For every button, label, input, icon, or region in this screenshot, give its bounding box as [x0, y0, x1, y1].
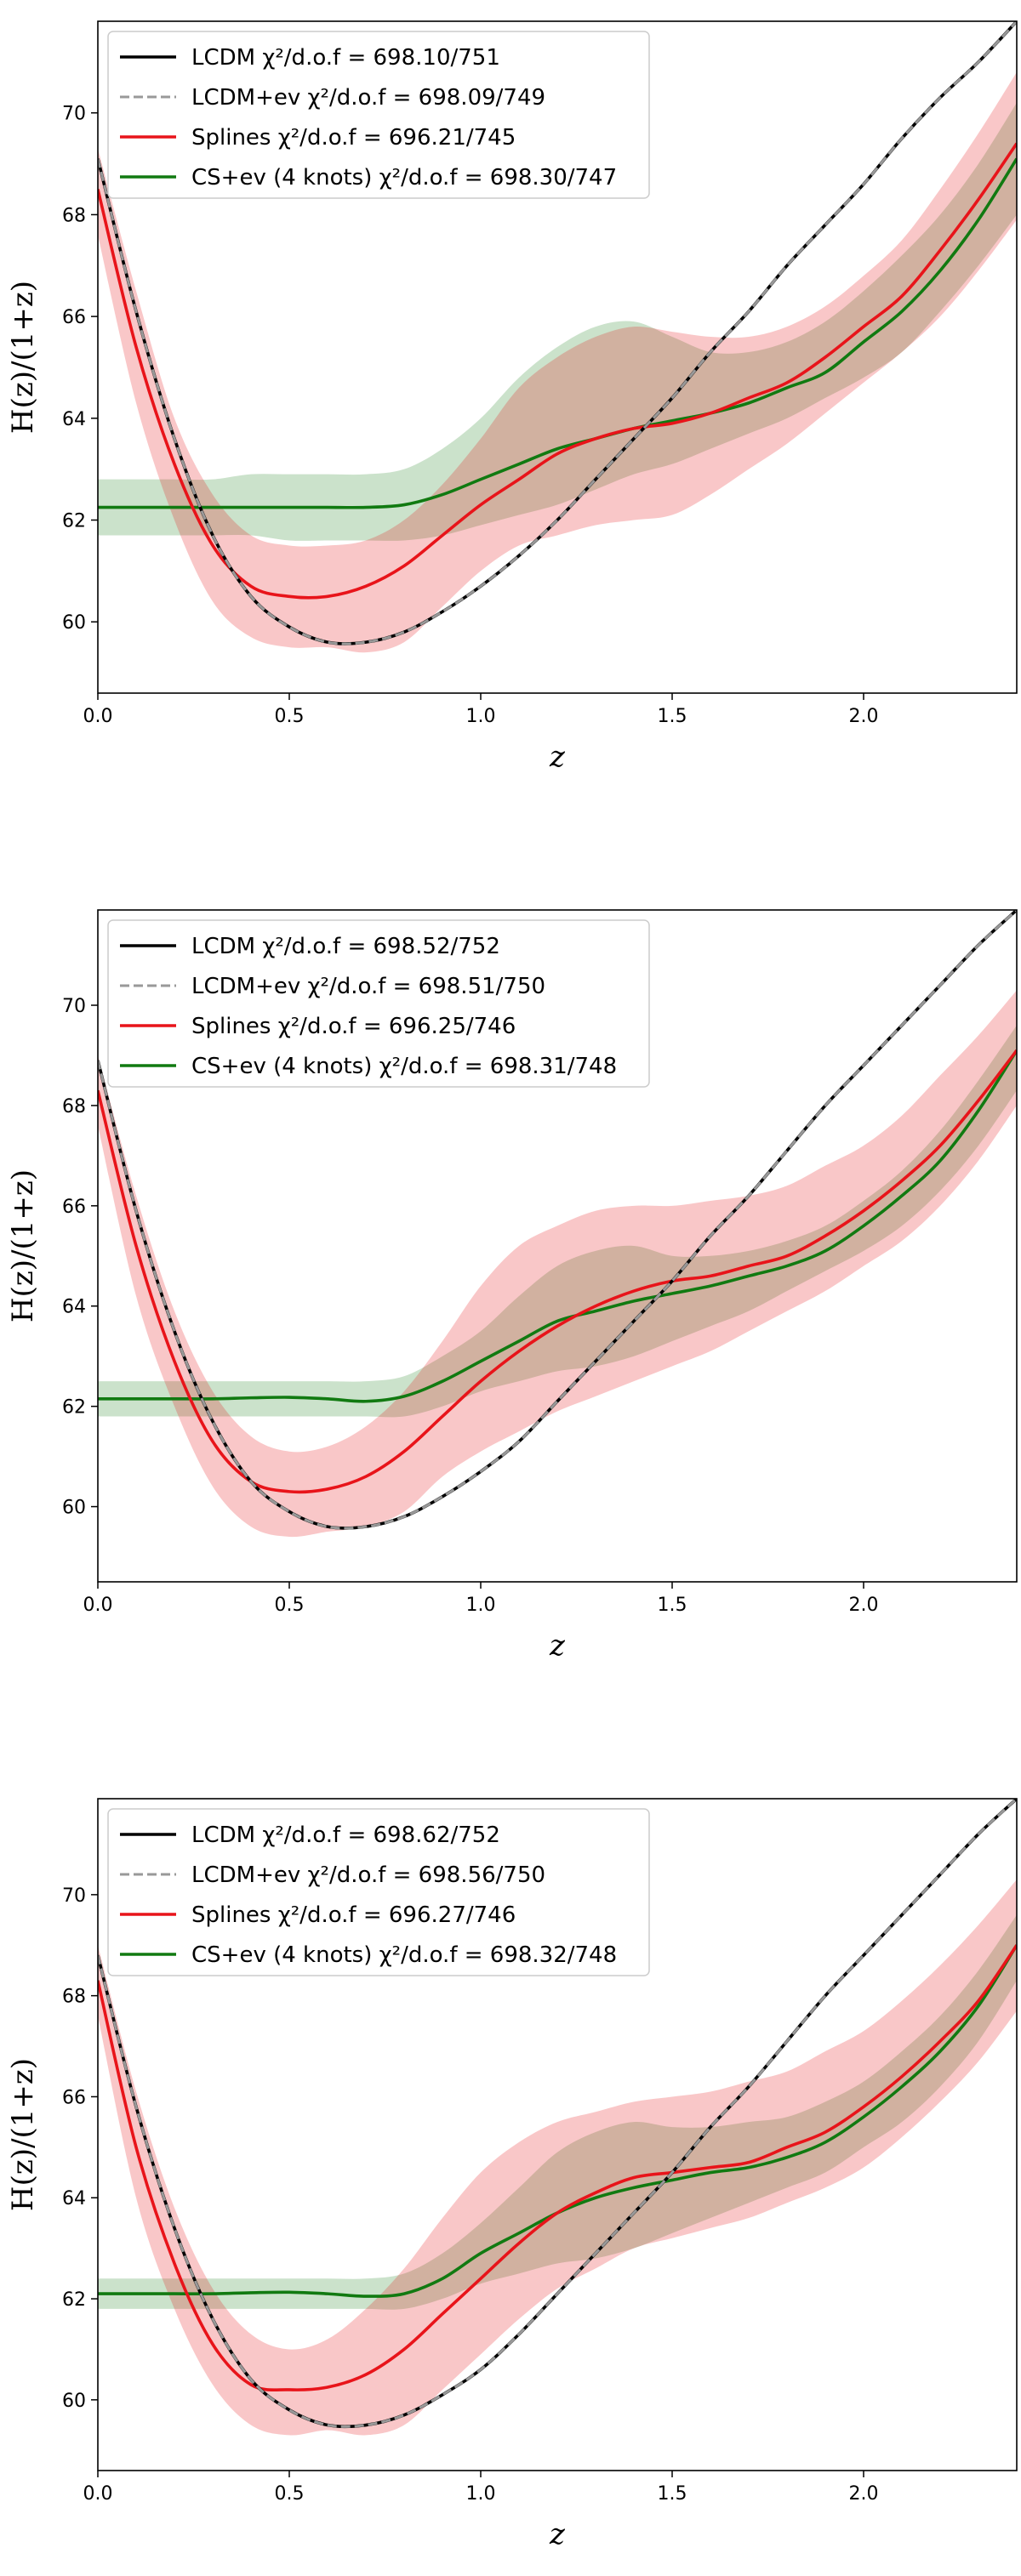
- x-tick-label: 0.0: [83, 706, 113, 727]
- y-tick-label: 70: [62, 996, 86, 1017]
- cs-ev-line: [98, 1049, 1017, 1403]
- y-tick-label: 70: [62, 104, 86, 125]
- legend-item-lcdm-ev-label: LCDM+ev χ²/d.o.f = 698.51/750: [191, 974, 545, 999]
- chart-panel-2: 0.0 0.5 1.0 1.5 2.0 60 62 64 66 68 70 z H(z)/(1+z) LC…: [6, 909, 1018, 1663]
- cs-ev-line: [98, 157, 1017, 509]
- x-axis-label: z: [549, 740, 566, 774]
- legend: LCDM χ²/d.o.f = 698.62/752 LCDM+ev χ²/d.o…: [107, 1808, 650, 1976]
- y-tick-label: 64: [62, 1297, 86, 1318]
- y-tick-label: 60: [62, 612, 86, 634]
- y-tick-label: 68: [62, 1987, 86, 2008]
- legend-box: [107, 1808, 650, 1976]
- x-tick-label: 1.0: [466, 706, 496, 727]
- splines-confidence-band: [98, 990, 1017, 1538]
- y-tick-label: 62: [62, 2289, 86, 2311]
- plot-area: [98, 910, 1017, 1538]
- y-tick-label: 62: [62, 511, 86, 532]
- x-tick-label: 2.0: [849, 2483, 879, 2505]
- legend-box: [107, 919, 650, 1088]
- y-tick-label: 70: [62, 1885, 86, 1907]
- legend-item-splines-label: Splines χ²/d.o.f = 696.25/746: [191, 1014, 516, 1039]
- x-tick-label: 2.0: [849, 706, 879, 727]
- legend-item-lcdm-label: LCDM χ²/d.o.f = 698.52/752: [191, 934, 500, 959]
- legend-item-cs-ev-label: CS+ev (4 knots) χ²/d.o.f = 698.32/748: [191, 1942, 617, 1968]
- y-tick-label: 66: [62, 307, 86, 328]
- x-axis-label: z: [549, 2517, 566, 2551]
- cs-ev-confidence-band: [98, 1025, 1017, 1418]
- legend-item-cs-ev-label: CS+ev (4 knots) χ²/d.o.f = 698.30/747: [191, 165, 617, 190]
- x-tick-label: 1.5: [658, 706, 687, 727]
- legend: LCDM χ²/d.o.f = 698.10/751 LCDM+ev χ²/d.o…: [107, 31, 650, 199]
- y-tick-label: 60: [62, 2391, 86, 2412]
- legend-item-lcdm-ev-label: LCDM+ev χ²/d.o.f = 698.09/749: [191, 85, 545, 111]
- chart-panel-3: 0.0 0.5 1.0 1.5 2.0 60 62 64 66 68 70 z H(z)/(1+z) LC…: [6, 1798, 1018, 2551]
- y-tick-label: 60: [62, 1498, 86, 1519]
- plot-area: [98, 21, 1017, 653]
- legend-item-lcdm-label: LCDM χ²/d.o.f = 698.10/751: [191, 45, 500, 71]
- y-tick-label: 64: [62, 2188, 86, 2209]
- cs-ev-confidence-band: [98, 1914, 1017, 2310]
- lcdm-line: [98, 21, 1017, 645]
- y-axis-label: H(z)/(1+z): [6, 1169, 40, 1322]
- lcdm-line: [98, 910, 1017, 1530]
- axes-frame: [97, 909, 1018, 1583]
- y-tick-label: 64: [62, 409, 86, 430]
- legend-item-splines-label: Splines χ²/d.o.f = 696.27/746: [191, 1902, 516, 1928]
- legend-item-lcdm-label: LCDM χ²/d.o.f = 698.62/752: [191, 1823, 500, 1848]
- legend-box: [107, 31, 650, 199]
- splines-line: [98, 142, 1017, 600]
- y-axis-label: H(z)/(1+z): [6, 281, 40, 434]
- legend-item-cs-ev-label: CS+ev (4 knots) χ²/d.o.f = 698.31/748: [191, 1054, 617, 1079]
- y-tick-label: 68: [62, 205, 86, 226]
- x-axis-label: z: [549, 1629, 566, 1663]
- splines-confidence-band: [98, 71, 1017, 653]
- lcdm-ev-line: [98, 1799, 1017, 2428]
- chart-panel-1: 0.0 0.5 1.0 1.5 2.0 60 62 64 66 68 70 z H(z)/(1+z) LC…: [6, 20, 1018, 774]
- x-tick-label: 0.0: [83, 2483, 113, 2505]
- legend: LCDM χ²/d.o.f = 698.52/752 LCDM+ev χ²/d.o…: [107, 919, 650, 1088]
- x-tick-label: 1.5: [658, 2483, 687, 2505]
- x-tick-label: 0.5: [275, 2483, 305, 2505]
- x-tick-label: 0.0: [83, 1595, 113, 1616]
- y-tick-label: 66: [62, 2087, 86, 2108]
- splines-line: [98, 1049, 1017, 1494]
- x-tick-label: 1.0: [466, 2483, 496, 2505]
- axes-frame: [97, 20, 1018, 694]
- x-tick-label: 2.0: [849, 1595, 879, 1616]
- legend-item-splines-label: Splines χ²/d.o.f = 696.21/745: [191, 125, 516, 151]
- y-tick-label: 68: [62, 1096, 86, 1117]
- splines-confidence-band: [98, 1879, 1017, 2436]
- plot-area: [98, 1799, 1017, 2436]
- y-axis-label: H(z)/(1+z): [6, 2058, 40, 2211]
- legend-item-lcdm-ev-label: LCDM+ev χ²/d.o.f = 698.56/750: [191, 1862, 545, 1888]
- splines-line: [98, 1944, 1017, 2392]
- x-tick-label: 1.0: [466, 1595, 496, 1616]
- axes-frame: [97, 1798, 1018, 2471]
- x-tick-label: 0.5: [275, 1595, 305, 1616]
- x-tick-label: 1.5: [658, 1595, 687, 1616]
- y-tick-label: 66: [62, 1197, 86, 1218]
- x-tick-label: 0.5: [275, 706, 305, 727]
- y-tick-label: 62: [62, 1397, 86, 1419]
